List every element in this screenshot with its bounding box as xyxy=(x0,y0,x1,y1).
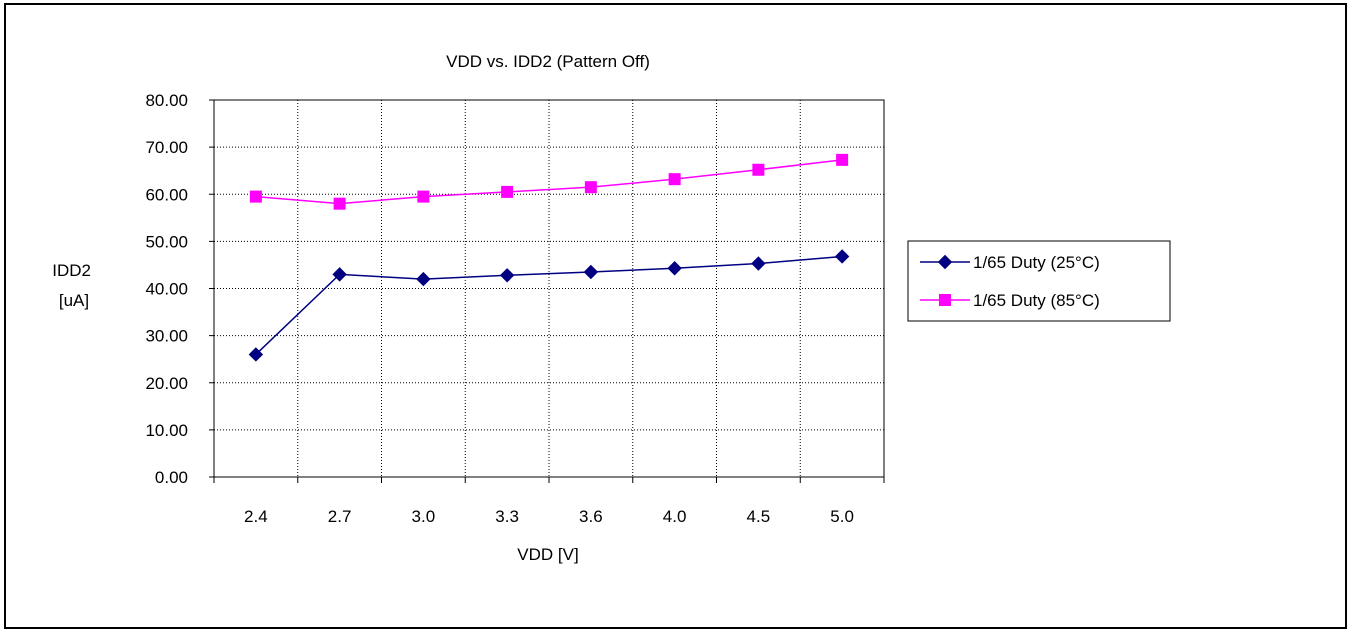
data-point-series-1 xyxy=(499,268,515,283)
data-point-series-1 xyxy=(248,347,264,362)
chart-title: VDD vs. IDD2 (Pattern Off) xyxy=(446,52,650,71)
y-tick-label: 10.00 xyxy=(145,421,188,440)
grid-lines xyxy=(214,100,884,477)
legend-label: 1/65 Duty (25°C) xyxy=(973,253,1100,272)
data-point-series-1 xyxy=(583,264,599,280)
legend-label: 1/65 Duty (85°C) xyxy=(973,291,1100,310)
series-line-1 xyxy=(255,255,843,356)
y-axis-label-line-1: IDD2 xyxy=(52,261,91,280)
y-axis-label-line-2: [uA] xyxy=(59,291,89,310)
legend: 1/65 Duty (25°C) 1/65 Duty (85°C) xyxy=(907,240,1171,322)
data-point-series-2 xyxy=(501,185,514,198)
series-lines xyxy=(255,159,843,356)
data-point-series-2 xyxy=(249,190,262,203)
x-axis-label: VDD [V] xyxy=(517,545,578,564)
x-tick-label: 4.5 xyxy=(747,507,771,526)
y-tick-label: 80.00 xyxy=(145,91,188,110)
y-tick-label: 70.00 xyxy=(145,138,188,157)
legend-entries: 1/65 Duty (25°C) 1/65 Duty (85°C) xyxy=(920,253,1100,310)
legend-box xyxy=(907,240,1171,322)
y-tick-label: 30.00 xyxy=(145,327,188,346)
x-tick-label: 5.0 xyxy=(830,507,854,526)
series-line-2 xyxy=(255,159,843,205)
legend-marker xyxy=(939,294,951,306)
x-tick-label: 3.3 xyxy=(495,507,519,526)
data-point-series-2 xyxy=(333,197,346,210)
x-tick-labels: 2.4 2.7 3.0 3.3 3.6 4.0 4.5 5.0 xyxy=(244,507,854,526)
x-tick-label: 3.6 xyxy=(579,507,603,526)
x-tick-label: 3.0 xyxy=(412,507,436,526)
x-tick-label: 2.7 xyxy=(328,507,352,526)
x-tick-label: 2.4 xyxy=(244,507,268,526)
y-tick-labels: 0.00 10.00 20.00 30.00 40.00 50.00 60.00 70.00 8… xyxy=(145,91,188,487)
legend-marker xyxy=(937,254,953,270)
data-point-series-1 xyxy=(416,271,431,287)
y-tick-label: 0.00 xyxy=(155,468,188,487)
data-point-series-2 xyxy=(752,163,765,176)
plot-area-border xyxy=(213,99,885,478)
data-point-series-2 xyxy=(668,173,681,186)
data-point-series-1 xyxy=(751,256,766,271)
axes xyxy=(209,99,885,483)
data-point-series-2 xyxy=(584,181,597,194)
data-point-series-2 xyxy=(417,190,430,203)
data-point-series-2 xyxy=(836,153,849,166)
y-tick-label: 60.00 xyxy=(145,185,188,204)
y-tick-label: 40.00 xyxy=(145,280,188,299)
y-tick-label: 20.00 xyxy=(145,374,188,393)
y-axis-label: IDD2 [uA] xyxy=(52,261,95,310)
data-point-series-1 xyxy=(332,267,347,282)
x-tick-label: 4.0 xyxy=(663,507,687,526)
y-tick-label: 50.00 xyxy=(145,232,188,251)
data-point-series-1 xyxy=(667,261,682,276)
series-markers xyxy=(248,153,850,362)
data-point-series-1 xyxy=(834,249,850,264)
